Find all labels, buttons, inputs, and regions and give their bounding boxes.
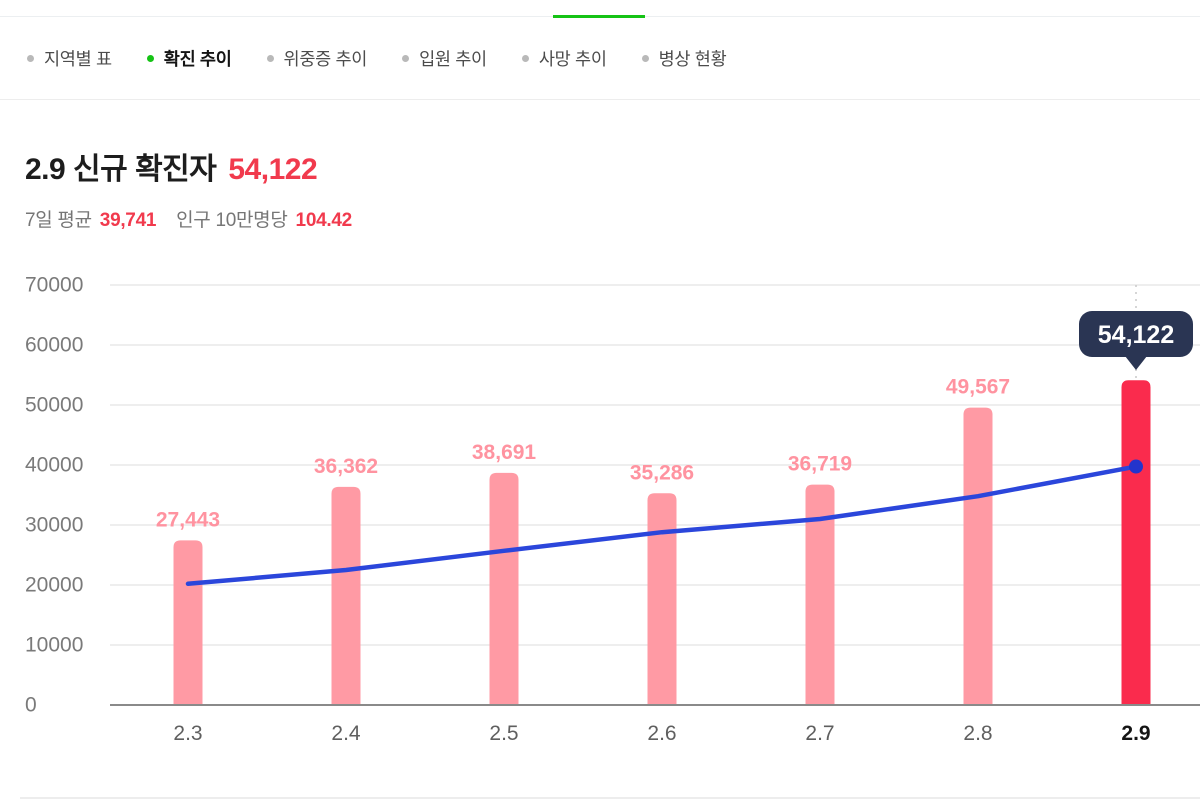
tab-bullet-icon <box>402 55 410 62</box>
nav-tab-4[interactable]: 사망 추이 <box>521 46 607 71</box>
nav-tab-0[interactable]: 지역별 표 <box>27 46 112 71</box>
tooltip-value: 54,122 <box>1098 321 1174 349</box>
y-tick-label: 0 <box>25 694 37 717</box>
tab-bullet-icon <box>266 55 274 62</box>
tooltip-bubble <box>1079 311 1193 357</box>
avg-line-endpoint-dot <box>1129 459 1143 474</box>
bar-2.6[interactable] <box>647 493 677 705</box>
x-tick-label: 2.6 <box>647 722 676 745</box>
nav-tab-label: 사망 추이 <box>538 49 607 69</box>
nav-tab-label: 병상 현황 <box>658 49 727 69</box>
x-tick-label: 2.4 <box>331 722 361 745</box>
bar-2.9[interactable] <box>1121 380 1151 705</box>
headline: 2.9 신규 확진자 54,122 <box>25 144 352 188</box>
bar-2.4[interactable] <box>331 486 361 705</box>
nav-tab-label: 위중증 추이 <box>283 49 368 69</box>
x-tick-label: 2.7 <box>805 722 834 745</box>
bar-2.3[interactable] <box>173 540 203 705</box>
x-tick-label: 2.8 <box>963 722 992 745</box>
nav-tab-5[interactable]: 병상 현황 <box>641 46 727 71</box>
bar-value-label: 49,567 <box>946 376 1010 399</box>
bar-value-label: 35,286 <box>630 461 694 484</box>
bar-value-label: 36,719 <box>788 453 852 476</box>
avg-line <box>185 464 1139 587</box>
y-tick-label: 10000 <box>25 634 83 657</box>
confirmed-trend-chart: 0 10000 20000 30000 40000 50000 60000 70000 27,4… <box>25 274 1200 745</box>
nav-tab-label: 입원 추이 <box>419 49 487 69</box>
top-tab-strip <box>0 0 1200 18</box>
y-tick-label: 40000 <box>25 454 83 477</box>
per100k-label: 인구 10만명당 <box>176 210 288 231</box>
bar-2.7[interactable] <box>805 484 835 705</box>
active-tab-indicator <box>553 15 645 18</box>
tab-bullet-icon <box>27 55 34 62</box>
avg-label: 7일 평균 <box>25 210 92 231</box>
page-title: 2.9 신규 확진자 <box>25 153 217 186</box>
bar-value-label: 38,691 <box>472 441 537 464</box>
summary-block: 2.9 신규 확진자 54,122 7일 평균 39,741 인구 10만명당 104.… <box>25 144 352 232</box>
chart-type-nav: 지역별 표 확진 추이 위중증 추이 입원 추이 사망 추이 병상 현황 <box>0 18 1200 100</box>
subline: 7일 평균 39,741 인구 10만명당 104.42 <box>25 205 352 232</box>
per100k-value: 104.42 <box>295 210 353 231</box>
y-tick-label: 70000 <box>25 274 83 297</box>
nav-tab-3[interactable]: 입원 추이 <box>402 46 487 71</box>
avg-value: 39,741 <box>99 210 157 231</box>
nav-tab-2[interactable]: 위중증 추이 <box>266 46 368 71</box>
y-tick-label: 20000 <box>25 574 83 597</box>
x-tick-label: 2.3 <box>173 722 202 745</box>
tooltip-pointer <box>1125 356 1147 370</box>
x-tick-label: 2.9 <box>1121 722 1150 745</box>
tab-bullet-icon <box>641 55 649 62</box>
bar-2.5[interactable] <box>489 472 519 705</box>
active-tab-bullet-icon <box>146 55 154 62</box>
bottom-divider <box>20 797 1200 799</box>
y-tick-label: 60000 <box>25 334 83 357</box>
y-tick-label: 50000 <box>25 394 83 417</box>
headline-value: 54,122 <box>228 153 318 186</box>
nav-tab-1[interactable]: 확진 추이 <box>146 46 232 71</box>
y-tick-label: 30000 <box>25 514 83 537</box>
bar-value-label: 27,443 <box>156 508 220 531</box>
bar-value-label: 36,362 <box>314 455 378 478</box>
tab-bullet-icon <box>521 55 529 62</box>
nav-tab-label: 지역별 표 <box>44 49 112 69</box>
nav-tab-label: 확진 추이 <box>163 49 232 69</box>
bar-2.8[interactable] <box>963 407 993 705</box>
x-tick-label: 2.5 <box>489 722 518 745</box>
